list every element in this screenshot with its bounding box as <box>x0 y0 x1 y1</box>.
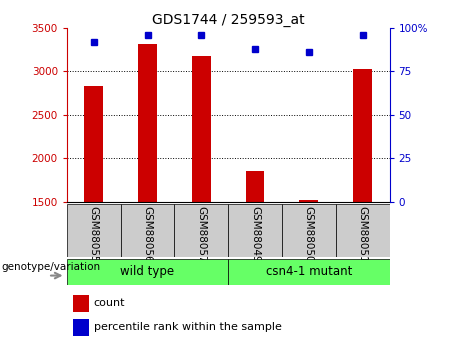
Bar <box>73 295 89 312</box>
Text: GSM88051: GSM88051 <box>358 206 368 262</box>
Bar <box>246 171 265 202</box>
Bar <box>228 204 282 257</box>
Text: GSM88056: GSM88056 <box>142 206 153 262</box>
Bar <box>336 204 390 257</box>
Text: GSM88055: GSM88055 <box>89 206 99 262</box>
Bar <box>353 69 372 202</box>
Bar <box>174 204 228 257</box>
Bar <box>67 259 228 285</box>
Bar <box>192 56 211 202</box>
Text: count: count <box>94 298 125 308</box>
Title: GDS1744 / 259593_at: GDS1744 / 259593_at <box>152 12 305 27</box>
Text: GSM88050: GSM88050 <box>304 206 314 262</box>
Bar <box>282 204 336 257</box>
Text: GSM88057: GSM88057 <box>196 206 207 262</box>
Text: percentile rank within the sample: percentile rank within the sample <box>94 323 282 333</box>
Bar <box>84 86 103 202</box>
Text: wild type: wild type <box>120 265 175 278</box>
Text: GSM88049: GSM88049 <box>250 206 260 262</box>
Bar <box>121 204 174 257</box>
Text: genotype/variation: genotype/variation <box>1 262 100 272</box>
Bar <box>228 259 390 285</box>
Bar <box>73 319 89 336</box>
Bar <box>300 200 318 202</box>
Text: csn4-1 mutant: csn4-1 mutant <box>266 265 352 278</box>
Bar <box>67 204 121 257</box>
Bar <box>138 44 157 202</box>
